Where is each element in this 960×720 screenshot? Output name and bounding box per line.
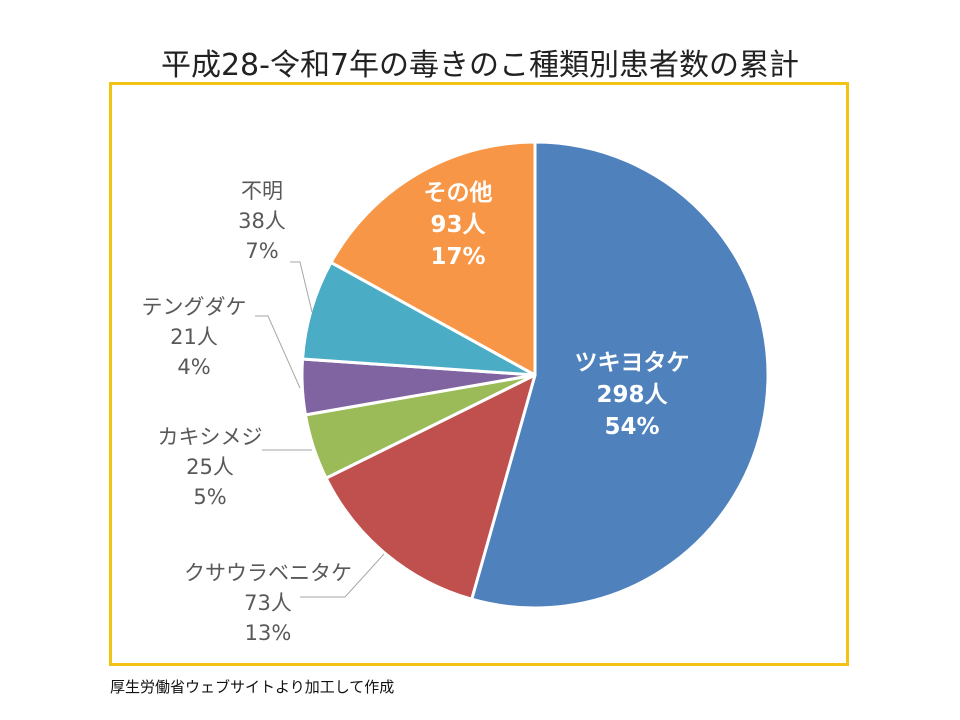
leader-lines xyxy=(255,261,385,598)
leader-line xyxy=(290,261,313,313)
pie-slices xyxy=(300,140,770,610)
leader-line xyxy=(255,315,301,389)
pie-slice xyxy=(324,373,537,601)
leader-line xyxy=(300,553,385,598)
data-label: 不明 38人 7% xyxy=(238,179,286,263)
chart-frame xyxy=(109,82,849,666)
data-label: カキシメジ 25人 5% xyxy=(158,425,263,509)
pie-slice xyxy=(470,140,770,610)
chart-title: 平成28-令和7年の毒きのこ種類別患者数の累計 xyxy=(160,48,800,83)
data-label: その他 93人 17% xyxy=(424,180,493,270)
source-note: 厚生労働省ウェブサイトより加工して作成 xyxy=(110,678,395,696)
data-labels: ツキヨタケ 298人 54% クサウラベニタケ 73人 13% カキシメジ 25人 5% テングダ… xyxy=(142,179,690,645)
data-label: ツキヨタケ 298人 54% xyxy=(575,350,690,440)
data-label: クサウラベニタケ 73人 13% xyxy=(184,561,352,645)
data-label: テングダケ 21人 4% xyxy=(142,295,247,379)
pie-slice xyxy=(329,140,537,377)
